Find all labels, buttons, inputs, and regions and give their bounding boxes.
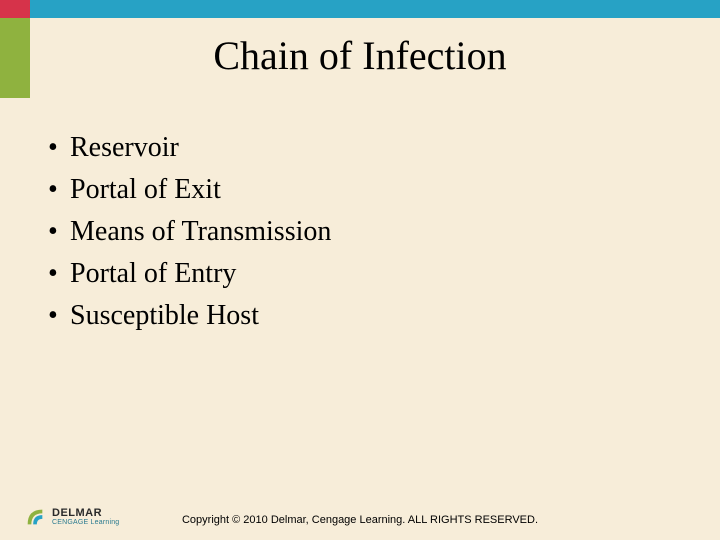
list-item: • Means of Transmission — [48, 214, 680, 250]
accent-red — [0, 0, 30, 18]
list-item: • Portal of Exit — [48, 172, 680, 208]
list-item: • Reservoir — [48, 130, 680, 166]
bullet-text: Means of Transmission — [70, 214, 331, 250]
logo-brand: DELMAR — [52, 508, 119, 519]
logo-subtitle: CENGAGE Learning — [52, 519, 119, 526]
bullet-icon: • — [48, 298, 70, 334]
bullet-icon: • — [48, 256, 70, 292]
bullet-icon: • — [48, 130, 70, 166]
bullet-icon: • — [48, 214, 70, 250]
bullet-text: Portal of Exit — [70, 172, 221, 208]
copyright-text: Copyright © 2010 Delmar, Cengage Learnin… — [182, 514, 538, 526]
publisher-logo: DELMAR CENGAGE Learning — [24, 506, 119, 528]
list-item: • Portal of Entry — [48, 256, 680, 292]
logo-text: DELMAR CENGAGE Learning — [52, 508, 119, 526]
bullet-text: Reservoir — [70, 130, 179, 166]
bullet-list: • Reservoir • Portal of Exit • Means of … — [48, 130, 680, 340]
list-item: • Susceptible Host — [48, 298, 680, 334]
bullet-text: Susceptible Host — [70, 298, 259, 334]
top-bar — [0, 0, 720, 18]
slide-title: Chain of Infection — [0, 32, 720, 79]
bullet-text: Portal of Entry — [70, 256, 236, 292]
logo-mark-icon — [24, 506, 46, 528]
bullet-icon: • — [48, 172, 70, 208]
